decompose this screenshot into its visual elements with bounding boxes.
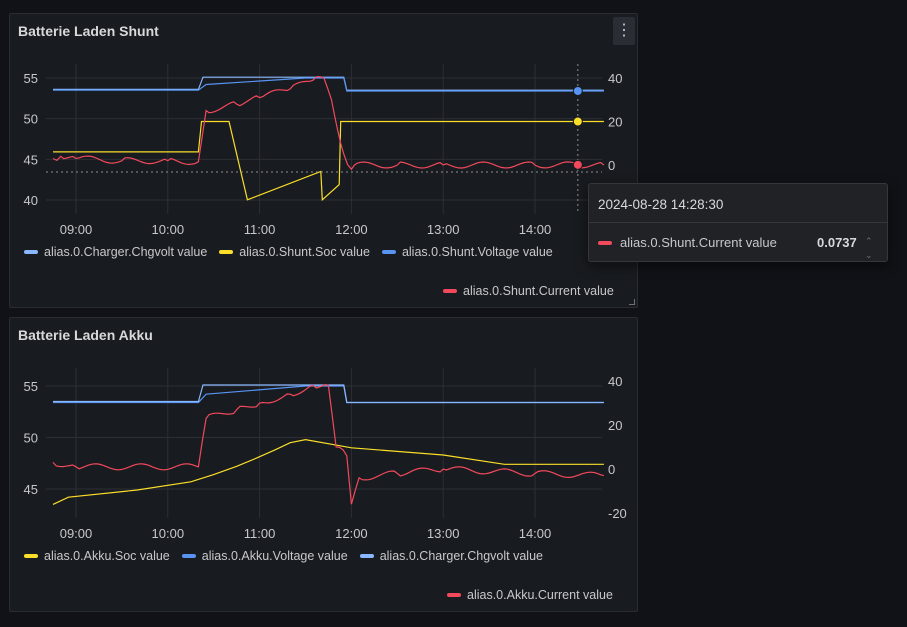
legend-label: alias.0.Charger.Chgvolt value: [44, 245, 208, 259]
y-right-tick-label: 40: [608, 71, 622, 86]
legend-swatch: [443, 289, 457, 293]
panel-shunt: Batterie Laden Shunt ⋮ 09:00 10:00 11:00 12…: [9, 13, 638, 308]
legend-item[interactable]: alias.0.Akku.Current value: [447, 588, 613, 602]
y-right-tick-label: 0: [608, 462, 615, 477]
legend-swatch: [24, 250, 38, 254]
chart-shunt[interactable]: 09:00 10:00 11:00 12:00 13:00 14:00 40 45 50 55 0 2…: [10, 14, 639, 309]
x-tick-label: 09:00: [60, 526, 93, 541]
legend-row: alias.0.Akku.Current value: [447, 588, 613, 602]
legend-item[interactable]: alias.0.Akku.Voltage value: [181, 549, 348, 563]
y-right-tick-label: 20: [608, 115, 622, 130]
legend-swatch: [381, 250, 396, 254]
legend-label: alias.0.Akku.Soc value: [44, 549, 170, 563]
legend-row: alias.0.Shunt.Current value: [443, 284, 614, 298]
panel-menu-button[interactable]: ⋮: [613, 17, 635, 45]
y-left-tick-label: 40: [24, 193, 38, 208]
legend-item[interactable]: alias.0.Akku.Soc value: [24, 549, 170, 563]
legend-label: alias.0.Shunt.Current value: [463, 284, 614, 298]
legend-swatch: [447, 593, 461, 597]
x-tick-label: 12:00: [335, 526, 368, 541]
series-line: [53, 384, 604, 404]
chart-akku[interactable]: 09:00 10:00 11:00 12:00 13:00 14:00 45 50 55 -20 0…: [10, 318, 639, 613]
y-right-tick-label: -20: [608, 506, 627, 521]
tooltip-scroll-arrows[interactable]: ⌃ ⌄: [865, 236, 873, 260]
x-tick-label: 14:00: [519, 526, 552, 541]
tooltip-swatch: [598, 240, 612, 245]
kebab-menu-icon: ⋮: [616, 22, 632, 39]
legend-item[interactable]: alias.0.Charger.Chgvolt value: [359, 549, 543, 563]
series-line: [52, 438, 604, 505]
legend-label: alias.0.Charger.Chgvolt value: [379, 549, 543, 563]
x-tick-label: 10:00: [152, 222, 185, 237]
tooltip-series-label: alias.0.Shunt.Current value: [620, 235, 777, 250]
x-tick-label: 13:00: [427, 526, 460, 541]
x-tick-label: 10:00: [152, 526, 185, 541]
legend-label: alias.0.Akku.Current value: [467, 588, 613, 602]
y-left-tick-label: 55: [24, 379, 38, 394]
tooltip-value: 0.0737: [817, 235, 857, 250]
x-tick-label: 14:00: [519, 222, 552, 237]
legend-item[interactable]: alias.0.Charger.Chgvolt value: [24, 245, 207, 259]
legend-label: alias.0.Shunt.Voltage value: [401, 245, 553, 259]
y-left-tick-label: 50: [24, 431, 38, 446]
legend-label: alias.0.Akku.Voltage value: [201, 549, 348, 563]
legend-row: alias.0.Charger.Chgvolt value alias.0.Sh…: [24, 245, 553, 259]
series-line: [53, 120, 604, 202]
series-line: [53, 77, 604, 92]
legend-swatch: [24, 554, 38, 558]
hover-marker: [572, 159, 583, 170]
y-left-tick-label: 45: [24, 482, 38, 497]
hover-marker: [572, 86, 583, 97]
y-right-tick-label: 40: [608, 374, 622, 389]
y-left-tick-label: 50: [24, 112, 38, 127]
legend-swatch: [359, 554, 374, 558]
legend-swatch: [181, 554, 196, 558]
y-right-tick-label: 20: [608, 418, 622, 433]
series-line: [52, 76, 605, 171]
x-tick-label: 11:00: [244, 222, 276, 237]
hover-marker: [572, 116, 583, 127]
tooltip-time: 2024-08-28 14:28:30: [598, 197, 724, 212]
y-right-tick-label: 0: [608, 158, 615, 173]
resize-handle[interactable]: [629, 299, 635, 305]
panel-title: Batterie Laden Akku: [18, 327, 153, 343]
x-tick-label: 12:00: [335, 222, 368, 237]
tooltip-row: alias.0.Shunt.Current value: [598, 235, 777, 250]
panel-akku: Batterie Laden Akku 09:00 10:00 11:00 12:00…: [9, 317, 638, 612]
series-line: [52, 383, 605, 505]
series-line: [53, 76, 604, 91]
legend-label: alias.0.Shunt.Soc value: [239, 245, 370, 259]
tooltip-divider: [589, 222, 887, 223]
legend-row: alias.0.Akku.Soc value alias.0.Akku.Volt…: [24, 549, 543, 563]
y-left-tick-label: 45: [24, 152, 38, 167]
y-left-tick-label: 55: [24, 71, 38, 86]
legend-swatch: [219, 250, 234, 254]
x-tick-label: 09:00: [60, 222, 93, 237]
x-tick-label: 11:00: [244, 526, 276, 541]
legend-item[interactable]: alias.0.Shunt.Current value: [443, 284, 614, 298]
legend-item[interactable]: alias.0.Shunt.Soc value: [219, 245, 370, 259]
hover-tooltip: 2024-08-28 14:28:30 alias.0.Shunt.Curren…: [588, 183, 888, 262]
x-tick-label: 13:00: [427, 222, 460, 237]
panel-title: Batterie Laden Shunt: [18, 23, 159, 39]
legend-item[interactable]: alias.0.Shunt.Voltage value: [381, 245, 553, 259]
